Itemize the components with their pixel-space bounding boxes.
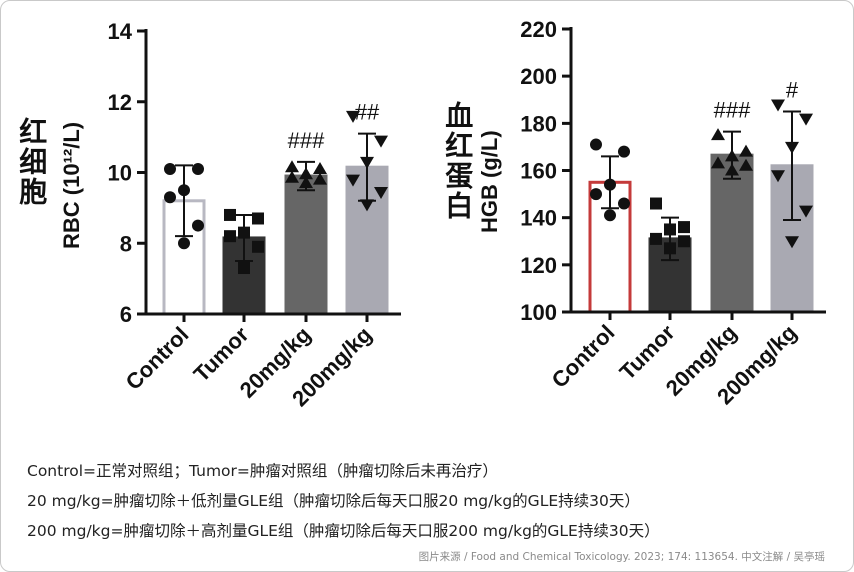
chart2-point-1-6 [604, 209, 616, 222]
chart2-significance-4: # [786, 78, 799, 103]
chart1-point-3-4 [285, 170, 299, 183]
chart2-point-4-1 [771, 99, 785, 112]
rbc-chinese-label: 红细胞 [15, 117, 49, 207]
chart1-bar-3 [284, 174, 328, 316]
chart2-point-4-2 [799, 113, 813, 126]
chart1-point-4-2 [374, 135, 388, 148]
chart2-point-3-4 [711, 156, 725, 169]
legend-note-control-tumor: Control=正常对照组；Tumor=肿瘤对照组（肿瘤切除后未再治疗） [27, 462, 498, 480]
chart2-point-1-4 [590, 188, 602, 201]
chart1-x-tick-label-1: Control [121, 322, 194, 395]
chart1-point-2-2 [252, 212, 264, 225]
chart2-y-tick-label-3: 140 [520, 206, 557, 231]
chart2-point-2-5 [678, 235, 690, 248]
chart1-point-2-1 [224, 208, 236, 221]
chart1-point-1-4 [164, 191, 176, 204]
chart1-point-1-1 [164, 162, 176, 175]
chart1-y-tick-label-1: 6 [120, 302, 132, 327]
chart2-y-tick-label-7: 220 [520, 17, 557, 42]
chart1-point-2-4 [224, 230, 236, 243]
chart1-point-1-5 [192, 219, 204, 232]
chart2-point-1-5 [618, 197, 630, 210]
chart2-y-tick-label-4: 160 [520, 159, 557, 184]
chart2-significance-3: ### [714, 98, 751, 123]
chart2-x-tick-label-1: Control [547, 320, 620, 393]
legend-note-high-dose: 200 mg/kg=肿瘤切除＋高剂量GLE组（肿瘤切除后每天口服200 mg/k… [27, 522, 660, 540]
chart1-point-4-1 [346, 110, 360, 123]
chart1-significance-3: ### [288, 128, 325, 153]
chart2-point-3-2 [739, 144, 753, 157]
chart2-point-3-1 [711, 128, 725, 141]
chart2-y-tick-label-6: 200 [520, 64, 557, 89]
chart2-y-tick-label-2: 120 [520, 253, 557, 278]
chart2-point-2-1 [650, 197, 662, 210]
chart1-point-2-6 [238, 262, 250, 275]
chart1-significance-4: ## [355, 100, 380, 125]
chart1-point-4-5 [374, 186, 388, 199]
chart2-point-4-6 [785, 236, 799, 249]
chart1-point-2-5 [252, 240, 264, 253]
chart2-bar-3 [710, 153, 754, 314]
legend-note-low-dose: 20 mg/kg=肿瘤切除＋低剂量GLE组（肿瘤切除后每天口服20 mg/kg的… [27, 492, 640, 510]
chart1-y-tick-label-2: 8 [120, 231, 132, 256]
charts-canvas: #####68101214ControlTumor20mg/kg200mg/kg… [108, 17, 826, 411]
chart2-point-3-5 [739, 158, 753, 171]
chart2-y-tick-label-5: 180 [520, 111, 557, 136]
chart1-y-tick-label-4: 12 [108, 90, 132, 115]
chart2-point-2-4 [650, 232, 662, 245]
chart2-point-1-1 [590, 138, 602, 151]
chart2-point-2-2 [678, 221, 690, 234]
chart1-y-tick-label-5: 14 [108, 19, 133, 44]
chart1-point-3-1 [285, 160, 299, 173]
chart2-y-tick-label-1: 100 [520, 300, 557, 325]
chart2-point-4-4 [771, 170, 785, 183]
chart1-point-1-2 [192, 162, 204, 175]
chart1-point-4-6 [360, 199, 374, 212]
chart1-point-3-2 [313, 161, 327, 174]
hgb-chinese-label: 血红蛋白 [441, 101, 475, 221]
chart2-point-4-5 [799, 205, 813, 218]
chart2-point-1-2 [618, 145, 630, 158]
chart1-point-3-5 [313, 172, 327, 185]
chart1-y-tick-label-3: 10 [108, 161, 132, 186]
chart1-point-1-6 [178, 237, 190, 250]
source-citation: 图片来源 / Food and Chemical Toxicology. 202… [418, 551, 825, 563]
chart1-point-4-4 [346, 174, 360, 187]
